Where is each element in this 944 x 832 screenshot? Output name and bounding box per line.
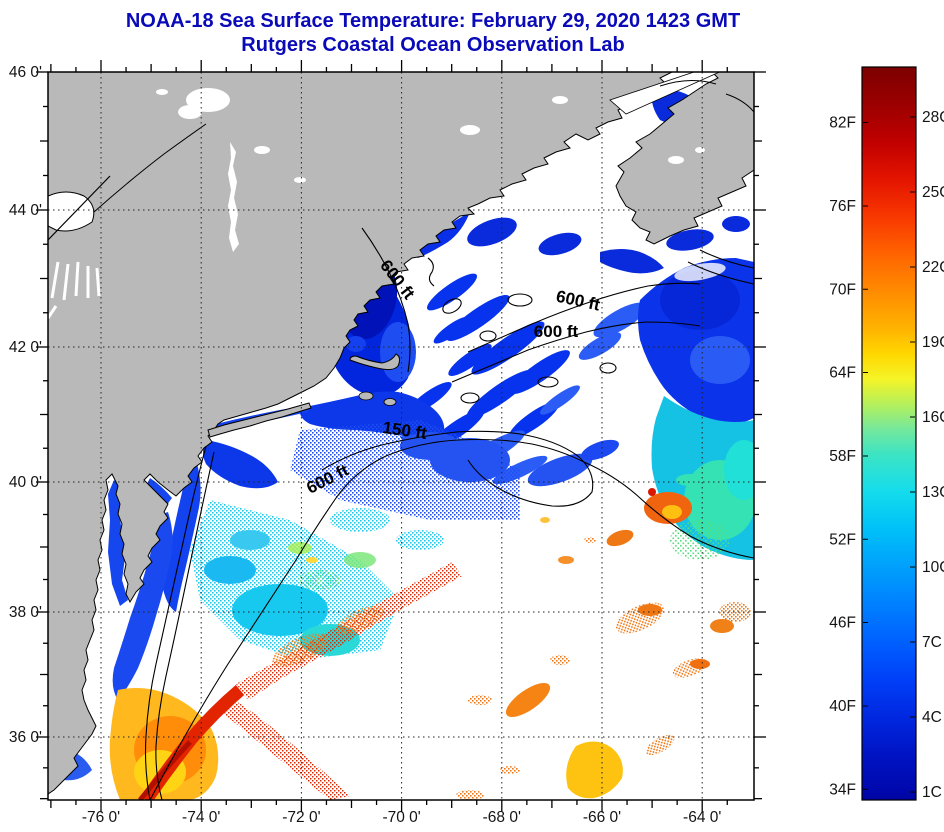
x-tick-label: -74 0'	[182, 809, 220, 826]
contour-600ft-gom-a	[467, 282, 701, 353]
lakes-and-clouds	[48, 80, 754, 319]
colorbar-label-f: 52F	[829, 531, 856, 548]
y-tick-label: 36 0'	[9, 729, 42, 746]
colorbar-label-c: 28C	[922, 109, 944, 126]
contour-scotian-b	[687, 261, 754, 285]
pei-coast	[659, 80, 717, 87]
colorbar-label-f: 58F	[829, 448, 856, 465]
colorbar-label-f: 70F	[829, 281, 856, 298]
bathymetry-contours	[144, 227, 754, 800]
colorbar-label-c: 19C	[922, 334, 944, 351]
x-tick-label: -76 0'	[82, 809, 120, 826]
y-tick-label: 38 0'	[9, 604, 42, 621]
x-tick-label: -72 0'	[282, 809, 320, 826]
colorbar-label-c: 25C	[922, 184, 944, 201]
contour-nearshore-a	[144, 445, 207, 800]
colorbar-label-f: 82F	[829, 115, 856, 132]
colorbar-gradient	[861, 66, 917, 801]
axis-labels: -76 0' -74 0' -72 0' -70 0' -68 0' -66 0' -64 …	[9, 64, 722, 826]
northumberland-strait	[609, 72, 721, 115]
lake-champlain	[228, 142, 239, 252]
finger-lakes	[48, 261, 101, 319]
plot-border	[47, 71, 755, 801]
land	[48, 72, 754, 795]
contour-nearshore-b	[155, 451, 215, 800]
map-content	[48, 72, 754, 800]
cape-breton-coast	[725, 93, 754, 113]
colorbar-label-f: 34F	[829, 781, 856, 798]
contour-loops	[427, 257, 617, 404]
contour-600ft-shelf	[149, 438, 754, 800]
marthas-vineyard	[358, 391, 374, 401]
contour-600ft-maine	[361, 227, 411, 373]
contour-scotian-a	[699, 249, 754, 269]
colorbar-label-c: 22C	[922, 259, 944, 276]
border-line	[48, 175, 111, 241]
cape-cod	[349, 353, 401, 371]
nova-scotia	[615, 72, 754, 245]
colorbar-label-f: 40F	[829, 698, 856, 715]
x-tick-label: -68 0'	[483, 809, 521, 826]
figure-subtitle: Rutgers Coastal Ocean Observation Lab	[241, 34, 624, 56]
colorbar-label-c: 16C	[922, 409, 944, 426]
contour-150ft	[321, 430, 594, 507]
colorbar-label-c: 4C	[922, 709, 942, 726]
colorbar-label-c: 7C	[922, 634, 942, 651]
y-tick-label: 44 0'	[9, 202, 42, 219]
contour-600ft-gom-b	[451, 321, 701, 383]
y-tick-label: 42 0'	[9, 339, 42, 356]
y-tick-label: 46 0'	[9, 64, 42, 81]
colorbar-label-c: 13C	[922, 484, 944, 501]
x-tick-label: -64 0'	[683, 809, 721, 826]
y-tick-label: 40 0'	[9, 474, 42, 491]
st-lawrence-line	[93, 123, 207, 213]
colorbar-label-f: 76F	[829, 198, 856, 215]
axes-ticks	[36, 60, 766, 812]
colorbar-label-f: 64F	[829, 365, 856, 382]
graticule	[48, 72, 754, 800]
colorbar-label-c: 1C	[922, 784, 942, 801]
x-tick-label: -66 0'	[583, 809, 621, 826]
nantucket	[383, 398, 397, 406]
contour-depth-label: 600 ft	[534, 322, 579, 341]
x-tick-label: -70 0'	[382, 809, 420, 826]
lake-ontario	[48, 191, 95, 232]
colorbar-label-c: 10C	[922, 559, 944, 576]
colorbar: 82F 76F 70F 64F 58F 52F 46F 40F 34F 28C 25C 22C 19C 1…	[829, 66, 944, 801]
colorbar-labels: 82F 76F 70F 64F 58F 52F 46F 40F 34F 28C 25C 22C 19C 1…	[829, 109, 944, 801]
cloud-patches	[156, 88, 705, 183]
colorbar-label-f: 46F	[829, 615, 856, 632]
long-island	[207, 402, 312, 438]
figure-title: NOAA-18 Sea Surface Temperature: Februar…	[126, 10, 740, 32]
